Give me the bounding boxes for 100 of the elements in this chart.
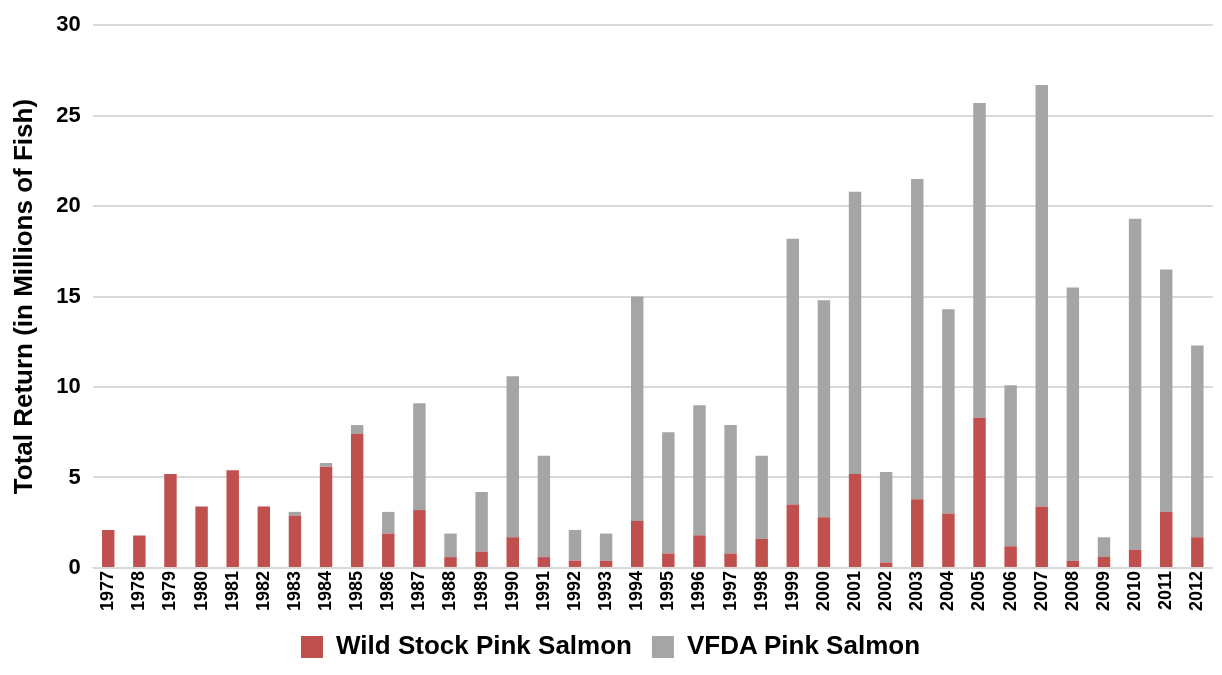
x-tick-label: 1989 <box>470 570 491 611</box>
bar <box>382 533 395 567</box>
x-tick-label: 1983 <box>283 570 304 611</box>
x-tick-label: 1987 <box>408 570 429 611</box>
bar <box>1004 546 1017 567</box>
bar <box>942 513 955 567</box>
bar <box>662 432 675 554</box>
bar <box>102 529 115 567</box>
bar <box>1004 385 1017 547</box>
x-tick-label: 2007 <box>1030 570 1051 611</box>
bar <box>1097 537 1111 558</box>
x-tick-label: 2009 <box>1092 570 1113 611</box>
bar <box>1128 549 1142 567</box>
bar <box>1035 506 1048 567</box>
bar <box>817 517 831 567</box>
y-tick-label: 30 <box>56 11 81 37</box>
bar <box>911 178 924 500</box>
bar <box>724 553 737 567</box>
bar <box>848 473 862 567</box>
bar <box>413 510 426 567</box>
bar <box>599 560 613 567</box>
bar <box>568 529 582 561</box>
bar <box>848 191 862 474</box>
bar <box>662 553 675 567</box>
x-tick-label: 2002 <box>875 570 896 611</box>
bar <box>973 103 986 418</box>
bar <box>319 466 333 567</box>
bar <box>1159 511 1173 567</box>
x-tick-label: 1993 <box>595 570 616 611</box>
bar <box>911 499 924 567</box>
bar <box>475 551 488 567</box>
bar <box>1191 537 1204 567</box>
bar <box>1128 218 1142 550</box>
x-tick-label: 2008 <box>1061 570 1082 611</box>
bar <box>817 300 831 518</box>
bar <box>599 533 613 561</box>
x-tick-label: 1986 <box>377 570 398 611</box>
bar <box>319 463 333 467</box>
bar <box>973 417 986 567</box>
bar <box>133 535 146 567</box>
x-tick-label: 2003 <box>906 570 927 611</box>
y-axis-title: Total Return (in Millions of Fish) <box>7 98 38 495</box>
x-tick-label: 1979 <box>159 570 180 611</box>
bar <box>195 506 208 567</box>
x-tick-label: 1995 <box>657 570 678 611</box>
x-tick-label: 1981 <box>221 570 242 611</box>
bar <box>350 425 364 435</box>
x-tick-label: 1999 <box>781 570 802 611</box>
x-tick-label: 1992 <box>563 570 584 611</box>
x-tick-label: 2004 <box>937 570 958 611</box>
legend-label: Wild Stock Pink Salmon <box>336 630 632 661</box>
y-tick-label: 15 <box>56 282 81 308</box>
bar <box>755 539 768 567</box>
x-tick-label: 2006 <box>999 570 1020 611</box>
x-tick-label: 1998 <box>750 570 771 611</box>
x-tick-label: 1991 <box>532 570 553 611</box>
bar <box>1097 557 1111 567</box>
x-tick-label: 2010 <box>1124 570 1145 611</box>
bar <box>693 535 706 567</box>
bar <box>786 504 800 567</box>
bar <box>1066 560 1080 567</box>
bar <box>257 506 271 567</box>
bar <box>164 473 177 567</box>
x-tick-label: 1984 <box>315 570 336 611</box>
bar <box>506 537 519 567</box>
bar <box>288 515 302 567</box>
x-tick-label: 1978 <box>128 570 149 611</box>
bar <box>226 470 239 567</box>
y-tick-label: 25 <box>56 101 81 127</box>
bar <box>1035 84 1048 507</box>
x-tick-label: 2001 <box>844 570 865 611</box>
x-tick-label: 1990 <box>501 570 522 611</box>
bar <box>755 455 768 540</box>
x-tick-label: 1994 <box>626 570 647 611</box>
y-tick-label: 10 <box>56 373 81 399</box>
bar <box>942 309 955 514</box>
bar <box>537 455 551 558</box>
x-tick-label: 1997 <box>719 570 740 611</box>
x-tick-label: 2012 <box>1186 570 1207 611</box>
x-tick-label: 1977 <box>97 570 118 611</box>
bar <box>631 296 644 521</box>
bar <box>631 520 644 567</box>
bar <box>568 560 582 567</box>
x-tick-label: 1988 <box>439 570 460 611</box>
bar <box>506 376 519 538</box>
bar <box>879 472 893 563</box>
bar <box>1066 287 1080 561</box>
bar <box>444 533 457 558</box>
x-tick-label: 2005 <box>968 570 989 611</box>
bar <box>786 238 800 505</box>
x-tick-label: 2000 <box>812 570 833 611</box>
bar <box>724 425 737 554</box>
x-tick-label: 2011 <box>1155 570 1176 611</box>
x-tick-label: 1996 <box>688 570 709 611</box>
y-tick-label: 5 <box>68 463 81 489</box>
bar <box>537 557 551 567</box>
legend-label: VFDA Pink Salmon <box>686 630 921 661</box>
bar <box>693 405 706 536</box>
bar <box>444 557 457 567</box>
bar <box>1191 345 1204 538</box>
